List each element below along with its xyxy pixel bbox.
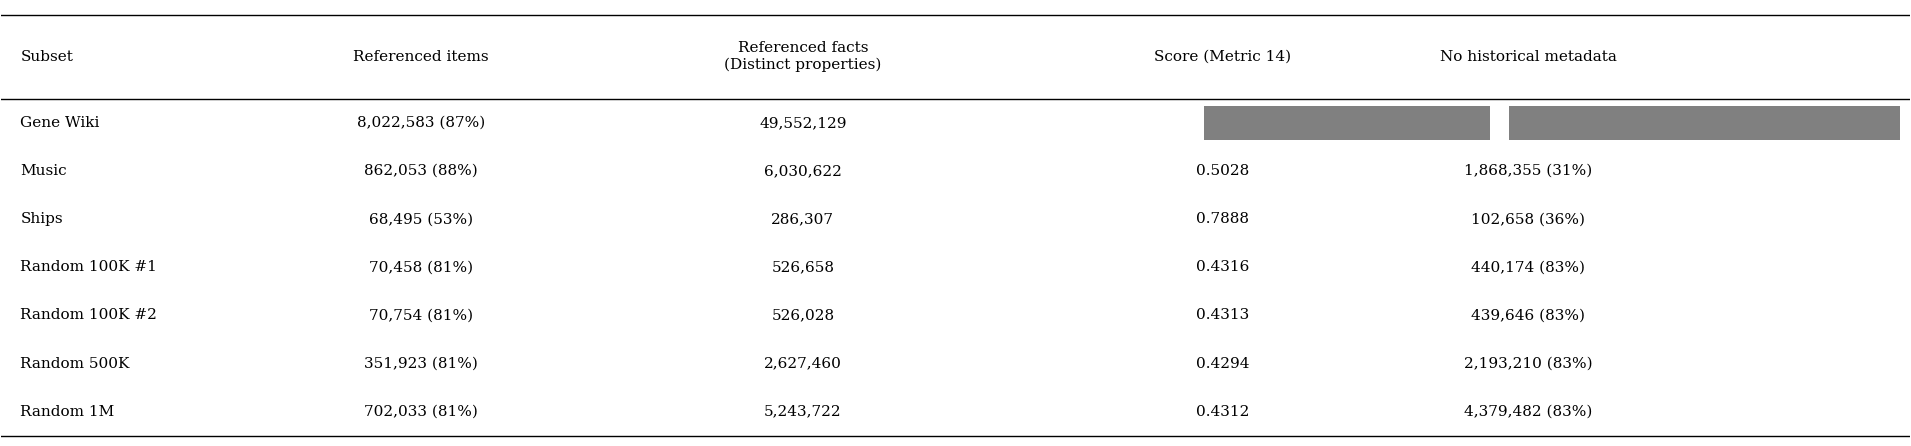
Text: 5,243,722: 5,243,722 (764, 405, 841, 419)
Text: 0.4316: 0.4316 (1196, 260, 1250, 274)
Text: 0.7888: 0.7888 (1196, 212, 1250, 226)
Text: Music: Music (21, 164, 67, 178)
Text: Random 500K: Random 500K (21, 356, 130, 371)
Text: 0.4294: 0.4294 (1196, 356, 1250, 371)
Text: Referenced facts
(Distinct properties): Referenced facts (Distinct properties) (724, 41, 881, 72)
Text: 2,627,460: 2,627,460 (764, 356, 841, 371)
Text: Ships: Ships (21, 212, 63, 226)
Text: 526,028: 526,028 (772, 309, 835, 322)
Text: 702,033 (81%): 702,033 (81%) (365, 405, 478, 419)
Text: Score (Metric 14): Score (Metric 14) (1154, 50, 1292, 64)
Text: No historical metadata: No historical metadata (1439, 50, 1617, 64)
Text: Random 100K #1: Random 100K #1 (21, 260, 157, 274)
Text: 439,646 (83%): 439,646 (83%) (1471, 309, 1584, 322)
Text: Gene Wiki: Gene Wiki (21, 116, 99, 130)
Text: 4,379,482 (83%): 4,379,482 (83%) (1464, 405, 1592, 419)
Text: 70,754 (81%): 70,754 (81%) (369, 309, 474, 322)
Bar (1510, 106, 1900, 140)
Text: 8,022,583 (87%): 8,022,583 (87%) (357, 116, 485, 130)
Text: Random 100K #2: Random 100K #2 (21, 309, 157, 322)
Text: 68,495 (53%): 68,495 (53%) (369, 212, 474, 226)
Text: 2,193,210 (83%): 2,193,210 (83%) (1464, 356, 1592, 371)
Text: 6,030,622: 6,030,622 (764, 164, 841, 178)
Text: 862,053 (88%): 862,053 (88%) (365, 164, 478, 178)
Text: Subset: Subset (21, 50, 73, 64)
Text: 526,658: 526,658 (772, 260, 835, 274)
Bar (1204, 106, 1491, 140)
Text: 351,923 (81%): 351,923 (81%) (365, 356, 478, 371)
Text: 49,552,129: 49,552,129 (759, 116, 847, 130)
Text: 440,174 (83%): 440,174 (83%) (1471, 260, 1584, 274)
Text: 0.5028: 0.5028 (1196, 164, 1250, 178)
Text: 1,868,355 (31%): 1,868,355 (31%) (1464, 164, 1592, 178)
Text: 0.4312: 0.4312 (1196, 405, 1250, 419)
Text: 286,307: 286,307 (772, 212, 835, 226)
Text: Referenced items: Referenced items (354, 50, 489, 64)
Text: 102,658 (36%): 102,658 (36%) (1471, 212, 1584, 226)
Text: Random 1M: Random 1M (21, 405, 115, 419)
Text: 70,458 (81%): 70,458 (81%) (369, 260, 474, 274)
Text: 0.4313: 0.4313 (1196, 309, 1250, 322)
